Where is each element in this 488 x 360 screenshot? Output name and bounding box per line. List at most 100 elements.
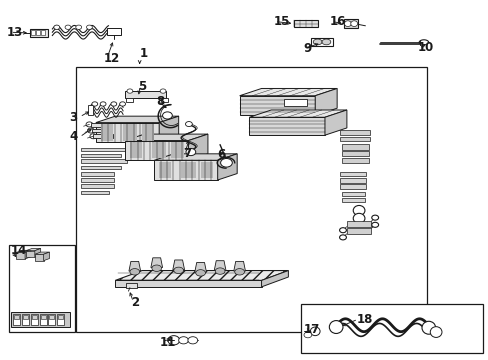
Ellipse shape	[371, 222, 378, 227]
Polygon shape	[159, 116, 178, 142]
Bar	[152, 142, 166, 158]
Ellipse shape	[127, 89, 133, 93]
Ellipse shape	[92, 102, 98, 106]
Ellipse shape	[421, 321, 435, 334]
Bar	[283, 99, 306, 107]
Bar	[76, 67, 427, 332]
Bar	[32, 315, 37, 319]
Bar	[161, 98, 167, 102]
Ellipse shape	[120, 102, 125, 106]
Ellipse shape	[304, 332, 311, 338]
Text: 12: 12	[104, 51, 120, 64]
Ellipse shape	[54, 25, 60, 30]
Bar	[22, 314, 29, 325]
Polygon shape	[35, 254, 43, 261]
Ellipse shape	[185, 122, 192, 127]
Polygon shape	[125, 134, 207, 140]
Ellipse shape	[371, 215, 378, 220]
Polygon shape	[315, 89, 336, 116]
Bar	[48, 314, 55, 325]
Polygon shape	[125, 140, 188, 160]
Text: 6: 6	[217, 148, 225, 161]
Ellipse shape	[162, 112, 172, 119]
Ellipse shape	[152, 265, 161, 271]
Ellipse shape	[322, 39, 330, 45]
Polygon shape	[115, 280, 261, 287]
Text: 10: 10	[417, 41, 433, 54]
Bar	[339, 130, 369, 135]
Bar	[9, 244, 75, 332]
Polygon shape	[217, 154, 237, 180]
Bar	[81, 191, 109, 194]
Polygon shape	[188, 134, 207, 160]
Bar	[88, 105, 93, 116]
Bar	[81, 166, 121, 169]
Polygon shape	[249, 110, 346, 117]
Text: 16: 16	[329, 15, 346, 28]
Text: 18: 18	[356, 312, 372, 326]
Text: 11: 11	[159, 336, 176, 348]
Polygon shape	[346, 221, 370, 226]
Bar	[40, 314, 46, 325]
Polygon shape	[239, 89, 336, 96]
Bar	[81, 172, 114, 176]
Bar	[58, 315, 63, 319]
Bar	[171, 142, 183, 158]
Polygon shape	[249, 117, 325, 135]
Bar	[92, 129, 112, 132]
Bar	[91, 123, 108, 127]
Bar	[41, 315, 45, 319]
Bar	[142, 125, 154, 140]
Bar	[200, 162, 212, 178]
Polygon shape	[214, 261, 225, 270]
Bar	[181, 162, 195, 178]
Bar	[36, 30, 40, 35]
Bar	[81, 154, 121, 157]
Bar	[81, 184, 114, 188]
Bar	[125, 91, 166, 98]
Polygon shape	[26, 251, 35, 257]
Polygon shape	[35, 252, 49, 254]
Polygon shape	[16, 250, 31, 252]
Polygon shape	[35, 248, 41, 257]
Ellipse shape	[130, 269, 140, 275]
Polygon shape	[43, 252, 49, 261]
Bar	[11, 312, 70, 327]
Bar	[341, 158, 368, 163]
Bar	[341, 192, 365, 196]
Bar	[344, 19, 357, 28]
Ellipse shape	[87, 128, 94, 133]
Bar	[41, 30, 44, 35]
Ellipse shape	[352, 213, 364, 224]
Ellipse shape	[310, 327, 320, 336]
Ellipse shape	[86, 122, 93, 127]
Text: 5: 5	[138, 80, 146, 93]
Polygon shape	[129, 261, 141, 271]
Ellipse shape	[215, 268, 224, 274]
Bar	[311, 39, 332, 45]
Ellipse shape	[352, 206, 364, 216]
Bar	[93, 134, 113, 138]
Polygon shape	[96, 123, 159, 142]
Text: 4: 4	[69, 130, 78, 144]
Text: 2: 2	[131, 296, 139, 309]
Polygon shape	[96, 116, 178, 123]
Bar	[101, 125, 113, 140]
Ellipse shape	[339, 235, 346, 240]
Bar	[339, 137, 369, 141]
Bar	[14, 315, 19, 319]
Bar	[341, 150, 368, 156]
Polygon shape	[16, 252, 25, 259]
Polygon shape	[194, 262, 206, 272]
Bar	[130, 142, 142, 158]
Ellipse shape	[86, 25, 92, 30]
Bar	[30, 29, 47, 37]
Text: 7: 7	[183, 147, 191, 159]
Bar	[339, 178, 366, 183]
Bar	[49, 315, 54, 319]
Ellipse shape	[195, 270, 205, 276]
Text: 13: 13	[6, 26, 23, 39]
Bar	[31, 30, 35, 35]
Bar	[81, 148, 127, 151]
Text: 15: 15	[273, 15, 289, 28]
